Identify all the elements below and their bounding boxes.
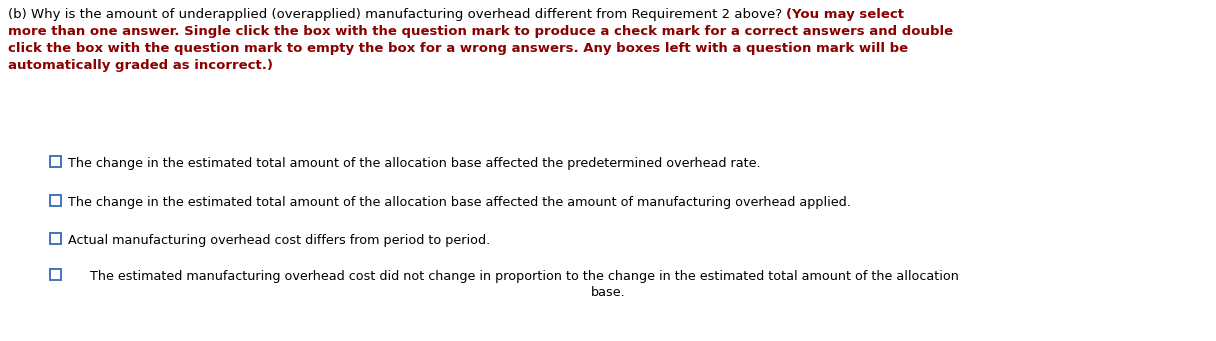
Text: Actual manufacturing overhead cost differs from period to period.: Actual manufacturing overhead cost diffe… [68, 234, 490, 247]
Text: base.: base. [591, 286, 625, 299]
Text: automatically graded as incorrect.): automatically graded as incorrect.) [9, 59, 274, 72]
Text: The change in the estimated total amount of the allocation base affected the pre: The change in the estimated total amount… [68, 157, 761, 170]
FancyBboxPatch shape [50, 195, 61, 206]
Text: The change in the estimated total amount of the allocation base affected the amo: The change in the estimated total amount… [68, 196, 851, 209]
Text: The estimated manufacturing overhead cost did not change in proportion to the ch: The estimated manufacturing overhead cos… [90, 270, 959, 283]
FancyBboxPatch shape [50, 233, 61, 244]
Text: (b) Why is the amount of underapplied (overapplied) manufacturing overhead diffe: (b) Why is the amount of underapplied (o… [9, 8, 787, 21]
Text: more than one answer. Single click the box with the question mark to produce a c: more than one answer. Single click the b… [9, 25, 953, 38]
Text: (You may select: (You may select [787, 8, 905, 21]
Text: click the box with the question mark to empty the box for a wrong answers. Any b: click the box with the question mark to … [9, 42, 908, 55]
FancyBboxPatch shape [50, 156, 61, 167]
FancyBboxPatch shape [50, 269, 61, 280]
